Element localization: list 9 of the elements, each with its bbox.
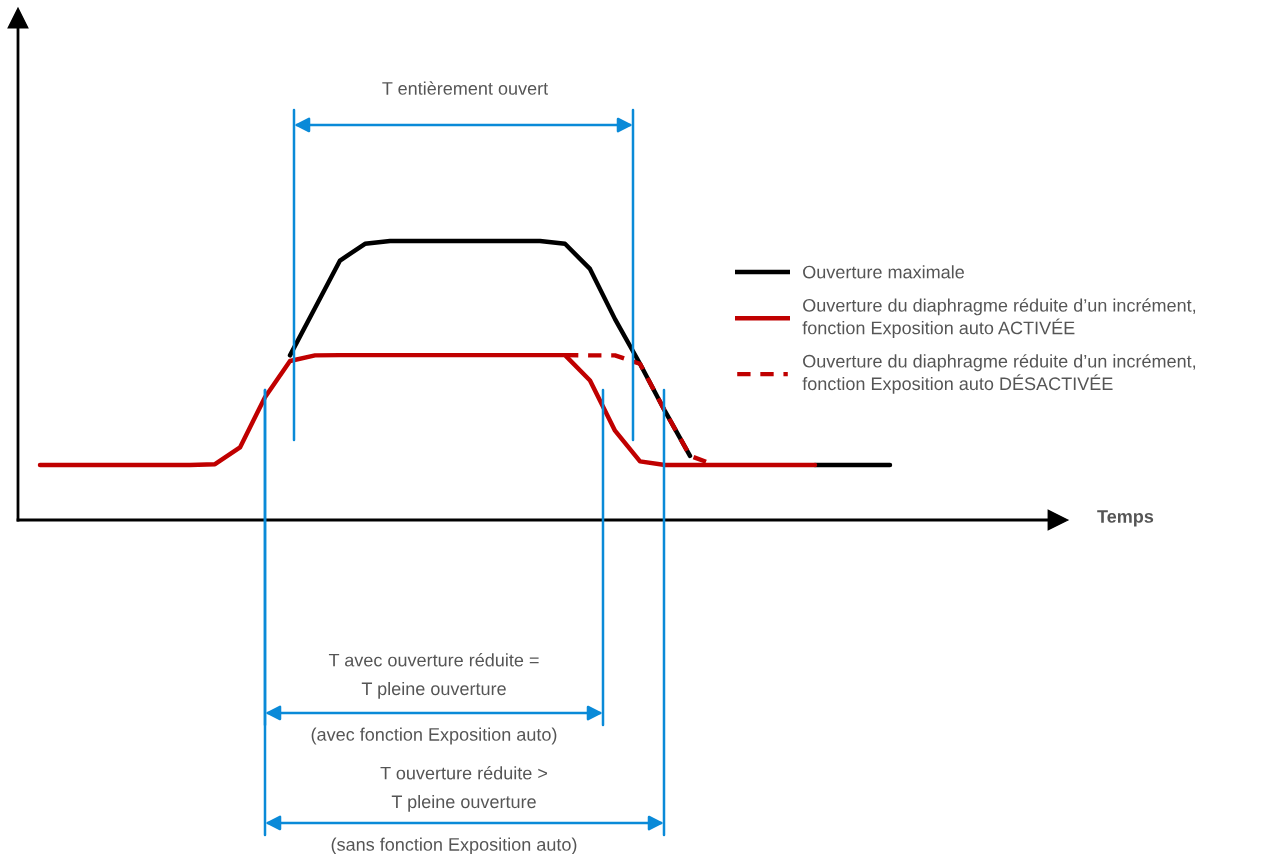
legend-label: Ouverture du diaphragme réduite d’un incrément, fonction Exposition auto DÉSACTIVÉE <box>802 354 1196 394</box>
legend-label: Ouverture maximale <box>803 265 964 279</box>
legend-label: Ouverture du diaphragme réduite d’un incrément, fonction Exposition auto ACTIVÉE <box>802 298 1196 338</box>
text: T avec ouverture réduite = T pleine ouverture <box>328 653 539 699</box>
text: (avec fonction Exposition auto) <box>311 727 557 745</box>
text: (sans fonction Exposition auto) <box>331 837 577 854</box>
text: Temps <box>1097 510 1154 527</box>
text: T entièrement ouvert <box>382 81 549 95</box>
text: T ouverture réduite > T pleine ouverture <box>380 766 548 812</box>
